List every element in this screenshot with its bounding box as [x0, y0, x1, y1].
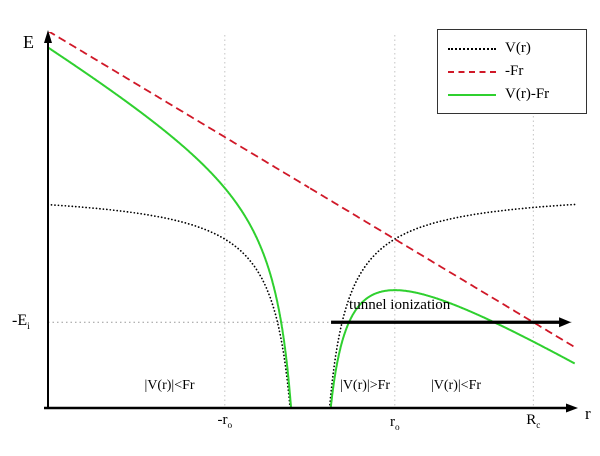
x-tick-base: R	[526, 412, 537, 428]
y-tick-base: -E	[12, 312, 28, 330]
x-tick-label-Rc: Rc	[526, 412, 540, 431]
y-axis-arrowhead	[44, 30, 52, 43]
region-label-right: |V(r)|<Fr	[430, 378, 482, 393]
y-tick-sub: i	[27, 321, 30, 333]
x-tick-sub: o	[227, 421, 233, 431]
curve-v	[48, 203, 576, 408]
y-tick-label-minus-Ei: -Ei	[12, 312, 30, 332]
x-tick-sub: c	[536, 421, 541, 431]
legend-line-dotted-icon	[448, 47, 496, 50]
tunnel-ionization-label: tunnel ionization	[349, 297, 451, 314]
tunnel-arrowhead-icon	[559, 317, 572, 328]
legend: V(r) -Fr V(r)-Fr	[437, 29, 587, 114]
x-axis-arrowhead	[566, 403, 578, 413]
legend-label: V(r)	[505, 40, 531, 56]
region-label-middle: |V(r)|>Fr	[340, 378, 391, 393]
x-tick-sub: o	[394, 423, 400, 433]
legend-item-v-minus-fr: V(r)-Fr	[448, 83, 580, 106]
x-tick-base: r	[389, 414, 395, 430]
region-label-left: |V(r)|<Fr	[144, 378, 195, 393]
legend-label: -Fr	[505, 63, 524, 79]
legend-item-fr: -Fr	[448, 60, 580, 83]
curve-fr	[48, 32, 576, 348]
x-tick-label-r0: ro	[390, 414, 400, 433]
legend-line-solid-icon	[448, 93, 496, 96]
legend-item-v: V(r)	[448, 37, 580, 60]
x-tick-base: -r	[217, 412, 228, 428]
legend-line-dashed-icon	[448, 70, 496, 73]
y-axis-label: E	[23, 32, 34, 52]
x-tick-label-minus-r0: -ro	[217, 412, 232, 431]
legend-label: V(r)-Fr	[505, 86, 550, 102]
curve-v-minus-fr	[48, 46, 576, 408]
x-axis-label: r	[585, 404, 591, 423]
